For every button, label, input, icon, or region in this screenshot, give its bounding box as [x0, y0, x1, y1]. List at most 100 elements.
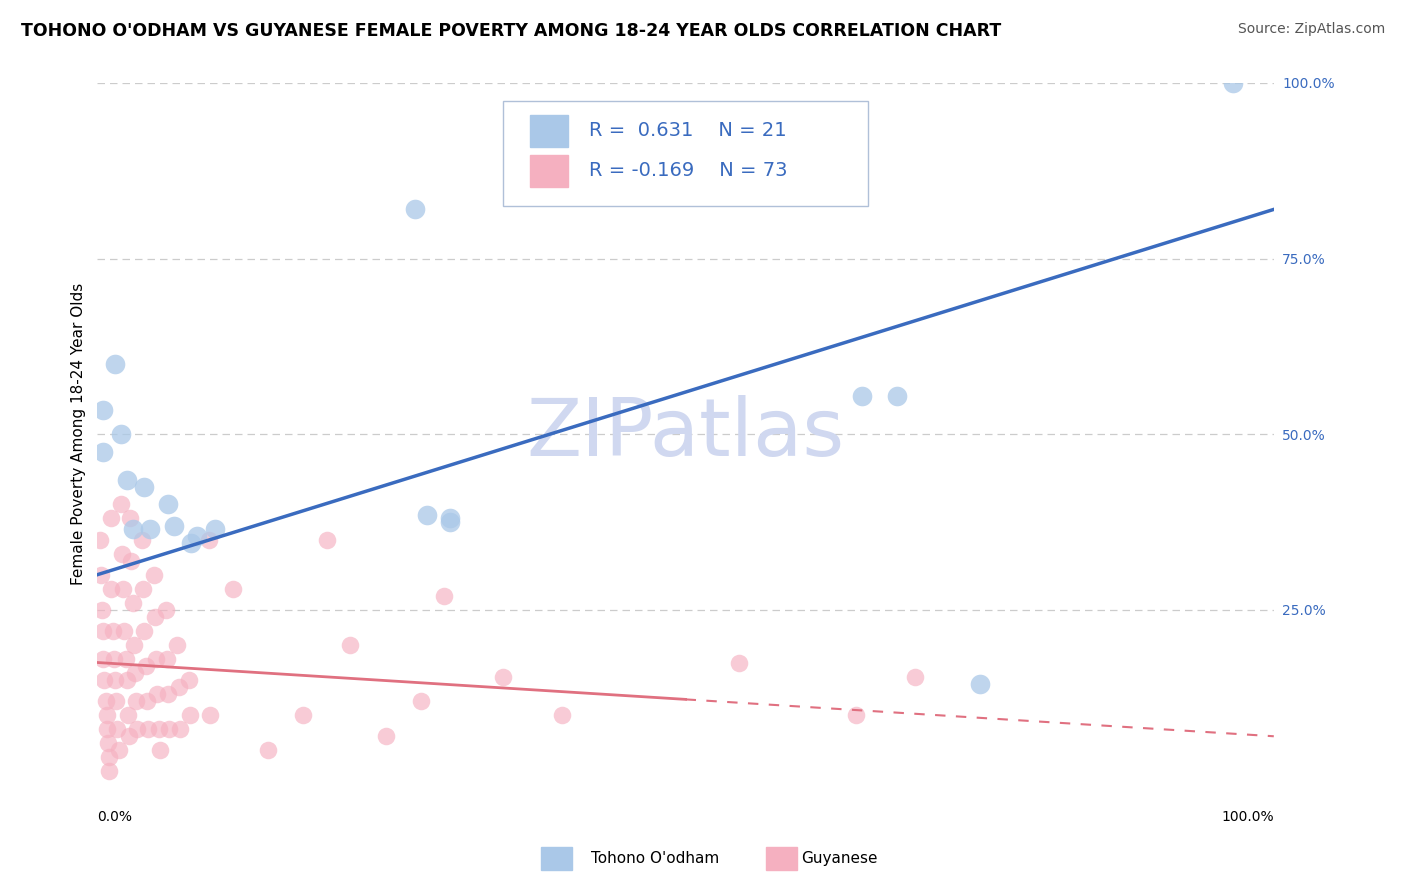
Point	[91, 652, 114, 666]
FancyBboxPatch shape	[503, 101, 868, 206]
Point	[1222, 76, 1244, 90]
Point	[98, 750, 121, 764]
Point	[845, 708, 868, 723]
FancyBboxPatch shape	[530, 155, 568, 186]
Point	[117, 708, 139, 723]
Point	[180, 536, 202, 550]
Point	[91, 603, 114, 617]
Point	[105, 723, 128, 737]
Point	[90, 567, 112, 582]
Point	[142, 567, 165, 582]
Point	[374, 729, 396, 743]
Point	[166, 638, 188, 652]
Point	[156, 687, 179, 701]
Point	[104, 673, 127, 687]
Point	[100, 582, 122, 596]
Point	[122, 638, 145, 652]
Point	[101, 624, 124, 638]
Point	[409, 694, 432, 708]
Point	[121, 596, 143, 610]
Point	[163, 518, 186, 533]
Point	[114, 652, 136, 666]
Point	[200, 708, 222, 723]
Point	[292, 708, 315, 723]
Point	[433, 589, 456, 603]
Point	[167, 680, 190, 694]
Point	[105, 694, 128, 708]
Point	[904, 669, 927, 683]
Point	[179, 673, 201, 687]
Text: TOHONO O'ODHAM VS GUYANESE FEMALE POVERTY AMONG 18-24 YEAR OLDS CORRELATION CHAR: TOHONO O'ODHAM VS GUYANESE FEMALE POVERT…	[21, 22, 1001, 40]
Point	[135, 694, 157, 708]
Point	[551, 708, 574, 723]
Text: 0.0%: 0.0%	[97, 810, 132, 824]
Text: Guyanese: Guyanese	[801, 851, 877, 865]
Point	[339, 638, 361, 652]
Point	[198, 533, 221, 547]
Y-axis label: Female Poverty Among 18-24 Year Olds: Female Poverty Among 18-24 Year Olds	[72, 283, 86, 585]
Point	[886, 388, 908, 402]
Point	[91, 402, 114, 417]
Point	[169, 723, 191, 737]
Point	[134, 480, 156, 494]
Point	[96, 708, 118, 723]
Point	[179, 708, 201, 723]
Text: Tohono O'odham: Tohono O'odham	[591, 851, 718, 865]
Point	[97, 736, 120, 750]
Point	[156, 652, 179, 666]
Point	[851, 388, 873, 402]
Point	[155, 603, 177, 617]
Point	[156, 498, 179, 512]
Point	[127, 723, 149, 737]
Point	[103, 652, 125, 666]
FancyBboxPatch shape	[530, 115, 568, 146]
Point	[91, 444, 114, 458]
Point	[121, 522, 143, 536]
Point	[93, 673, 115, 687]
Point	[125, 694, 148, 708]
Text: Source: ZipAtlas.com: Source: ZipAtlas.com	[1237, 22, 1385, 37]
Point	[146, 687, 169, 701]
Point	[969, 676, 991, 690]
Point	[120, 511, 142, 525]
Point	[315, 533, 337, 547]
Point	[727, 656, 749, 670]
Point	[110, 427, 132, 442]
Point	[94, 694, 117, 708]
Point	[112, 582, 135, 596]
Point	[416, 508, 439, 522]
Point	[404, 202, 426, 217]
Point	[186, 529, 208, 543]
Point	[98, 764, 121, 779]
Text: R =  0.631    N = 21: R = 0.631 N = 21	[589, 121, 787, 140]
Point	[134, 624, 156, 638]
Point	[96, 723, 118, 737]
Point	[136, 723, 159, 737]
Point	[115, 473, 138, 487]
Point	[118, 729, 141, 743]
Point	[112, 624, 135, 638]
Point	[139, 522, 162, 536]
Point	[131, 533, 153, 547]
Point	[145, 652, 167, 666]
Text: 100.0%: 100.0%	[1222, 810, 1274, 824]
Point	[91, 624, 114, 638]
Point	[104, 357, 127, 371]
Point	[148, 723, 170, 737]
Point	[124, 666, 146, 681]
Point	[143, 610, 166, 624]
Point	[135, 659, 157, 673]
Point	[439, 511, 461, 525]
Point	[115, 673, 138, 687]
Point	[107, 743, 129, 757]
Point	[121, 554, 143, 568]
Text: R = -0.169    N = 73: R = -0.169 N = 73	[589, 161, 787, 180]
Point	[439, 515, 461, 529]
Point	[492, 669, 515, 683]
Point	[257, 743, 280, 757]
Point	[110, 498, 132, 512]
Point	[157, 723, 180, 737]
Point	[204, 522, 226, 536]
Point	[221, 582, 243, 596]
Text: ZIPatlas: ZIPatlas	[526, 395, 845, 473]
